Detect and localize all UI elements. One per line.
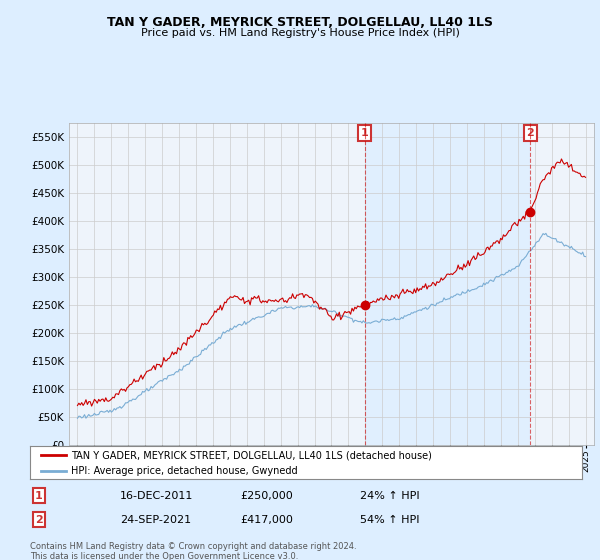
Text: TAN Y GADER, MEYRICK STREET, DOLGELLAU, LL40 1LS: TAN Y GADER, MEYRICK STREET, DOLGELLAU, …: [107, 16, 493, 29]
Text: 1: 1: [35, 491, 43, 501]
Text: 54% ↑ HPI: 54% ↑ HPI: [360, 515, 419, 525]
Text: HPI: Average price, detached house, Gwynedd: HPI: Average price, detached house, Gwyn…: [71, 466, 298, 475]
Text: 2: 2: [526, 128, 534, 138]
Text: Contains HM Land Registry data © Crown copyright and database right 2024.
This d: Contains HM Land Registry data © Crown c…: [30, 542, 356, 560]
Text: 24-SEP-2021: 24-SEP-2021: [120, 515, 191, 525]
Text: 1: 1: [361, 128, 368, 138]
Text: 24% ↑ HPI: 24% ↑ HPI: [360, 491, 419, 501]
Text: Price paid vs. HM Land Registry's House Price Index (HPI): Price paid vs. HM Land Registry's House …: [140, 28, 460, 38]
Text: £250,000: £250,000: [240, 491, 293, 501]
Text: £417,000: £417,000: [240, 515, 293, 525]
Text: TAN Y GADER, MEYRICK STREET, DOLGELLAU, LL40 1LS (detached house): TAN Y GADER, MEYRICK STREET, DOLGELLAU, …: [71, 450, 432, 460]
Text: 16-DEC-2011: 16-DEC-2011: [120, 491, 193, 501]
Bar: [365, 123, 530, 445]
Text: 2: 2: [35, 515, 43, 525]
